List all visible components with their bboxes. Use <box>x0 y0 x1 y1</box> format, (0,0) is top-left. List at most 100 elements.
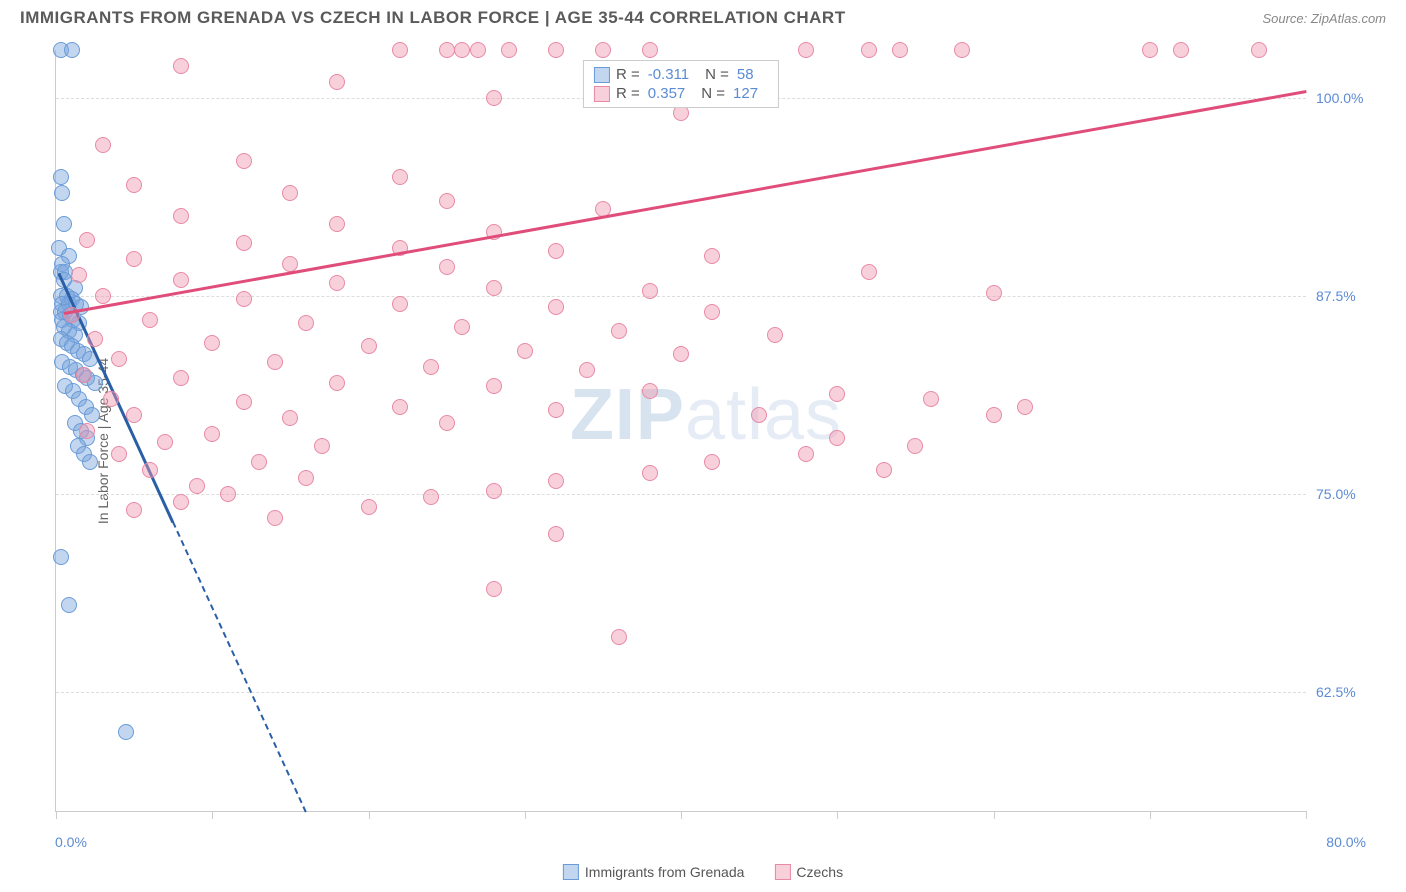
x-axis-end-label: 80.0% <box>1326 834 1366 850</box>
data-point <box>454 42 470 58</box>
data-point <box>548 243 564 259</box>
legend-r-value: 0.357 <box>648 85 686 102</box>
data-point <box>642 42 658 58</box>
legend-swatch <box>594 86 610 102</box>
data-point <box>126 177 142 193</box>
data-point <box>329 74 345 90</box>
data-point <box>126 407 142 423</box>
legend-row: R =-0.311N =58 <box>594 65 768 84</box>
legend-n-label: N = <box>701 85 725 102</box>
data-point <box>87 331 103 347</box>
data-point <box>798 42 814 58</box>
data-point <box>79 232 95 248</box>
data-point <box>517 343 533 359</box>
data-point <box>923 391 939 407</box>
data-point <box>439 415 455 431</box>
data-point <box>76 367 92 383</box>
x-tick <box>525 811 526 819</box>
data-point <box>486 280 502 296</box>
x-tick <box>837 811 838 819</box>
data-point <box>82 454 98 470</box>
data-point <box>95 288 111 304</box>
data-point <box>298 470 314 486</box>
data-point <box>361 499 377 515</box>
data-point <box>611 323 627 339</box>
legend-swatch <box>563 864 579 880</box>
watermark: ZIPatlas <box>570 374 842 456</box>
data-point <box>986 407 1002 423</box>
y-tick-label: 75.0% <box>1316 486 1376 502</box>
x-tick <box>681 811 682 819</box>
data-point <box>548 526 564 542</box>
data-point <box>704 454 720 470</box>
x-tick <box>1150 811 1151 819</box>
y-tick-label: 62.5% <box>1316 684 1376 700</box>
data-point <box>298 315 314 331</box>
data-point <box>111 351 127 367</box>
data-point <box>189 478 205 494</box>
data-point <box>282 185 298 201</box>
data-point <box>470 42 486 58</box>
data-point <box>486 90 502 106</box>
data-point <box>751 407 767 423</box>
data-point <box>236 153 252 169</box>
data-point <box>1142 42 1158 58</box>
data-point <box>173 272 189 288</box>
legend-n-value: 58 <box>737 66 754 83</box>
data-point <box>611 629 627 645</box>
data-point <box>548 299 564 315</box>
data-point <box>282 410 298 426</box>
data-point <box>173 494 189 510</box>
legend-row: R =0.357N =127 <box>594 84 768 103</box>
data-point <box>126 502 142 518</box>
x-tick <box>56 811 57 819</box>
data-point <box>704 304 720 320</box>
watermark-bold: ZIP <box>570 375 685 455</box>
data-point <box>392 169 408 185</box>
data-point <box>54 185 70 201</box>
data-point <box>595 42 611 58</box>
stats-legend: R =-0.311N =58R =0.357N =127 <box>583 60 779 108</box>
data-point <box>579 362 595 378</box>
data-point <box>829 430 845 446</box>
series-legend: Immigrants from GrenadaCzechs <box>563 864 843 880</box>
data-point <box>829 386 845 402</box>
data-point <box>861 42 877 58</box>
data-point <box>53 169 69 185</box>
gridline <box>56 494 1306 495</box>
x-axis-start-label: 0.0% <box>55 834 87 850</box>
data-point <box>111 446 127 462</box>
chart-title: IMMIGRANTS FROM GRENADA VS CZECH IN LABO… <box>20 8 846 28</box>
data-point <box>236 235 252 251</box>
data-point <box>486 581 502 597</box>
data-point <box>454 319 470 335</box>
legend-r-value: -0.311 <box>648 66 689 83</box>
data-point <box>486 483 502 499</box>
data-point <box>204 335 220 351</box>
data-point <box>204 426 220 442</box>
data-point <box>767 327 783 343</box>
data-point <box>642 465 658 481</box>
data-point <box>173 58 189 74</box>
data-point <box>142 462 158 478</box>
data-point <box>329 275 345 291</box>
data-point <box>56 216 72 232</box>
trend-line <box>172 522 307 813</box>
data-point <box>439 42 455 58</box>
data-point <box>64 42 80 58</box>
data-point <box>61 597 77 613</box>
data-point <box>84 407 100 423</box>
data-point <box>103 391 119 407</box>
data-point <box>548 402 564 418</box>
data-point <box>173 370 189 386</box>
data-point <box>118 724 134 740</box>
y-tick-label: 87.5% <box>1316 288 1376 304</box>
data-point <box>126 251 142 267</box>
data-point <box>220 486 236 502</box>
data-point <box>548 42 564 58</box>
x-tick <box>1306 811 1307 819</box>
data-point <box>251 454 267 470</box>
legend-swatch <box>594 67 610 83</box>
data-point <box>79 423 95 439</box>
legend-item: Czechs <box>774 864 843 880</box>
